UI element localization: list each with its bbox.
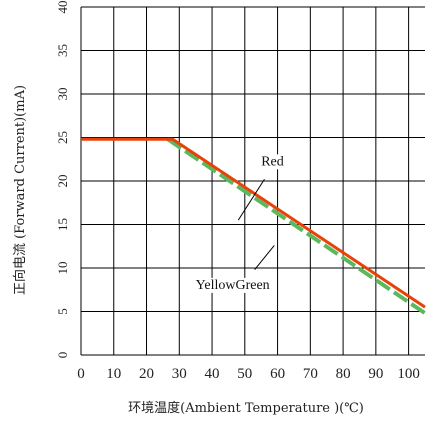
y-axis-label: 正向电流 (Forward Current)(mA) bbox=[12, 85, 28, 295]
series-lines bbox=[81, 137, 426, 315]
annotation-pointer bbox=[237, 178, 265, 221]
y-tick-label: 0 bbox=[55, 352, 70, 359]
y-tick-label: 10 bbox=[55, 262, 70, 275]
annotations: Red YellowGreen bbox=[194, 154, 285, 293]
x-tick-label: 50 bbox=[237, 366, 252, 382]
annotation-background bbox=[194, 277, 271, 293]
x-tick-label: 90 bbox=[368, 366, 383, 382]
annotation-label: YellowGreen bbox=[196, 278, 270, 293]
y-tick-label: 30 bbox=[55, 88, 70, 101]
x-tick-label: 100 bbox=[397, 366, 420, 382]
y-tick-label: 5 bbox=[55, 308, 70, 315]
x-tick-label: 20 bbox=[139, 366, 154, 382]
x-tick-label: 70 bbox=[303, 366, 318, 382]
y-tick-label: 25 bbox=[55, 131, 70, 144]
annotation-background bbox=[260, 154, 285, 170]
y-tick-labels: 0 5 10 15 20 25 30 35 40 bbox=[55, 1, 70, 359]
y-tick-label: 35 bbox=[55, 44, 70, 57]
series-line-yellowgreen bbox=[166, 137, 426, 315]
x-tick-labels: 0 10 20 30 40 50 60 70 80 90 100 bbox=[77, 366, 420, 382]
y-tick-label: 15 bbox=[55, 218, 70, 231]
series-line-red bbox=[81, 137, 426, 309]
grid bbox=[80, 6, 425, 356]
annotation-label: Red bbox=[261, 154, 284, 169]
x-tick-label: 80 bbox=[336, 366, 351, 382]
x-tick-label: 30 bbox=[172, 366, 187, 382]
x-tick-label: 60 bbox=[270, 366, 285, 382]
y-tick-label: 20 bbox=[55, 175, 70, 188]
y-tick-label: 40 bbox=[55, 1, 70, 14]
annotation-pointer bbox=[254, 245, 275, 271]
x-axis-label: 环境温度(Ambient Temperature )(℃) bbox=[128, 400, 364, 416]
x-tick-label: 40 bbox=[205, 366, 220, 382]
x-tick-label: 0 bbox=[77, 366, 85, 382]
x-tick-label: 10 bbox=[106, 366, 121, 382]
